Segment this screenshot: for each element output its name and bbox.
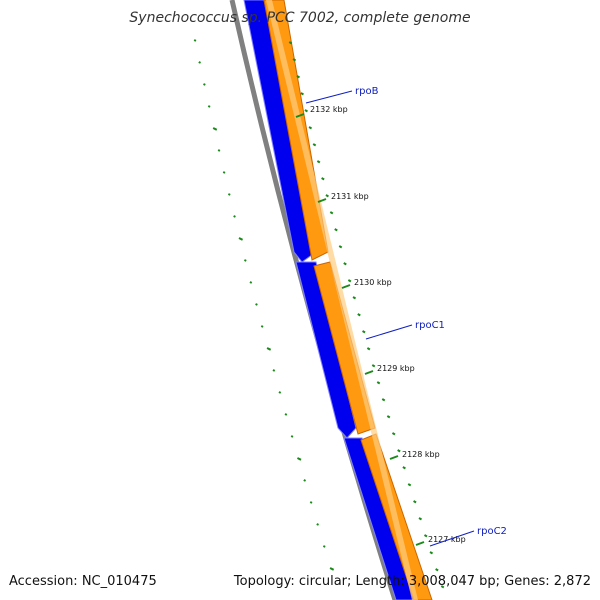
outer-tick-mark bbox=[304, 109, 308, 113]
reverse-gene-rpoC2[interactable] bbox=[343, 437, 415, 600]
kbp-tick-mark bbox=[364, 370, 374, 375]
gc-skew-mark bbox=[198, 61, 202, 64]
reverse-gene-rpoC1[interactable] bbox=[295, 261, 357, 439]
gc-skew-mark bbox=[272, 369, 276, 372]
gc-skew-mark bbox=[309, 501, 313, 504]
kbp-tick-label: 2130 kbp bbox=[354, 278, 392, 287]
outer-tick-mark bbox=[288, 41, 293, 45]
gene-label-rpoC2[interactable]: rpoC2 bbox=[477, 526, 507, 537]
gc-skew-mark bbox=[284, 413, 288, 416]
genome-summary: Topology: circular; Length: 3,008,047 bp… bbox=[233, 574, 591, 589]
outer-tick-mark bbox=[366, 347, 371, 351]
outer-tick-track bbox=[288, 41, 445, 589]
gc-skew-mark bbox=[212, 127, 218, 131]
gc-skew-mark bbox=[233, 215, 236, 218]
kbp-ticks: 2132 kbp 2131 kbp 2130 kbp 2129 kbp 2128… bbox=[295, 105, 466, 546]
outer-tick-mark bbox=[440, 585, 445, 589]
outer-tick-mark bbox=[325, 194, 329, 198]
kbp-tick-label: 2132 kbp bbox=[310, 105, 348, 114]
outer-tick-mark bbox=[334, 228, 338, 232]
gc-skew-track bbox=[193, 39, 335, 571]
outer-tick-mark bbox=[300, 92, 304, 96]
gc-skew-mark bbox=[249, 281, 253, 284]
gc-skew-mark bbox=[316, 523, 319, 526]
outer-tick-mark bbox=[308, 126, 313, 130]
outer-tick-mark bbox=[402, 466, 406, 470]
gc-skew-mark bbox=[203, 83, 206, 86]
kbp-tick-mark bbox=[295, 113, 305, 118]
outer-tick-mark bbox=[329, 211, 334, 215]
outer-tick-mark bbox=[407, 483, 412, 487]
map-title: Synechococcus sp. PCC 7002, complete gen… bbox=[129, 10, 471, 26]
outer-tick-mark bbox=[371, 364, 376, 368]
gc-skew-mark bbox=[266, 347, 272, 351]
gc-skew-mark bbox=[296, 457, 302, 461]
outer-tick-mark bbox=[292, 58, 297, 62]
outer-tick-mark bbox=[347, 279, 352, 283]
reverse-gene-rpoB[interactable] bbox=[243, 0, 317, 263]
gene-label-rpoB[interactable]: rpoB bbox=[355, 86, 379, 97]
outer-tick-mark bbox=[343, 262, 347, 266]
gene-leader-line bbox=[429, 530, 475, 547]
outer-tick-mark bbox=[429, 551, 434, 555]
outer-tick-mark bbox=[362, 330, 366, 334]
outer-tick-mark bbox=[423, 534, 428, 538]
gene-label-rpoC1[interactable]: rpoC1 bbox=[415, 320, 445, 331]
outer-tick-mark bbox=[413, 500, 417, 504]
gene-leader-line bbox=[365, 324, 413, 340]
outer-tick-mark bbox=[316, 160, 321, 164]
kbp-tick-label: 2128 kbp bbox=[402, 450, 440, 459]
outer-tick-mark bbox=[312, 143, 317, 147]
kbp-tick-mark bbox=[341, 284, 351, 289]
outer-tick-mark bbox=[321, 177, 325, 181]
forward-strand-track bbox=[263, 0, 433, 600]
kbp-tick-label: 2127 kbp bbox=[428, 535, 466, 544]
outer-tick-mark bbox=[338, 245, 343, 249]
gc-skew-mark bbox=[303, 479, 307, 482]
gene-labels: rpoB rpoC1 rpoC2 bbox=[305, 86, 507, 547]
reverse-strand-track bbox=[243, 0, 415, 600]
gc-skew-mark bbox=[290, 435, 294, 438]
outer-tick-mark bbox=[418, 517, 423, 521]
gc-skew-mark bbox=[255, 303, 258, 306]
gc-skew-mark bbox=[193, 39, 197, 42]
gc-skew-mark bbox=[329, 567, 335, 571]
outer-tick-mark bbox=[352, 296, 357, 300]
outer-tick-mark bbox=[381, 398, 386, 402]
gc-skew-mark bbox=[238, 237, 244, 241]
outer-tick-mark bbox=[391, 432, 396, 436]
kbp-tick-label: 2131 kbp bbox=[331, 192, 369, 201]
kbp-tick-label: 2129 kbp bbox=[377, 364, 415, 373]
gc-skew-mark bbox=[227, 193, 231, 196]
gc-skew-mark bbox=[217, 149, 221, 152]
forward-strand-highlight bbox=[266, 0, 418, 600]
outer-tick-mark bbox=[386, 415, 391, 419]
kbp-tick-mark bbox=[415, 541, 425, 546]
gene-leader-line bbox=[305, 90, 353, 104]
gc-skew-mark bbox=[222, 171, 226, 174]
kbp-tick-mark bbox=[389, 455, 399, 460]
gc-skew-mark bbox=[207, 105, 211, 108]
outer-tick-mark bbox=[397, 449, 401, 453]
accession-label: Accession: NC_010475 bbox=[9, 574, 157, 589]
outer-tick-mark bbox=[435, 568, 439, 572]
outer-tick-mark bbox=[357, 313, 361, 317]
gc-skew-mark bbox=[322, 545, 326, 548]
outer-tick-mark bbox=[296, 75, 301, 79]
gc-skew-mark bbox=[260, 325, 264, 328]
kbp-tick-mark bbox=[317, 198, 327, 203]
gc-skew-mark bbox=[243, 259, 247, 262]
outer-tick-mark bbox=[376, 381, 381, 385]
gc-skew-mark bbox=[278, 391, 282, 394]
